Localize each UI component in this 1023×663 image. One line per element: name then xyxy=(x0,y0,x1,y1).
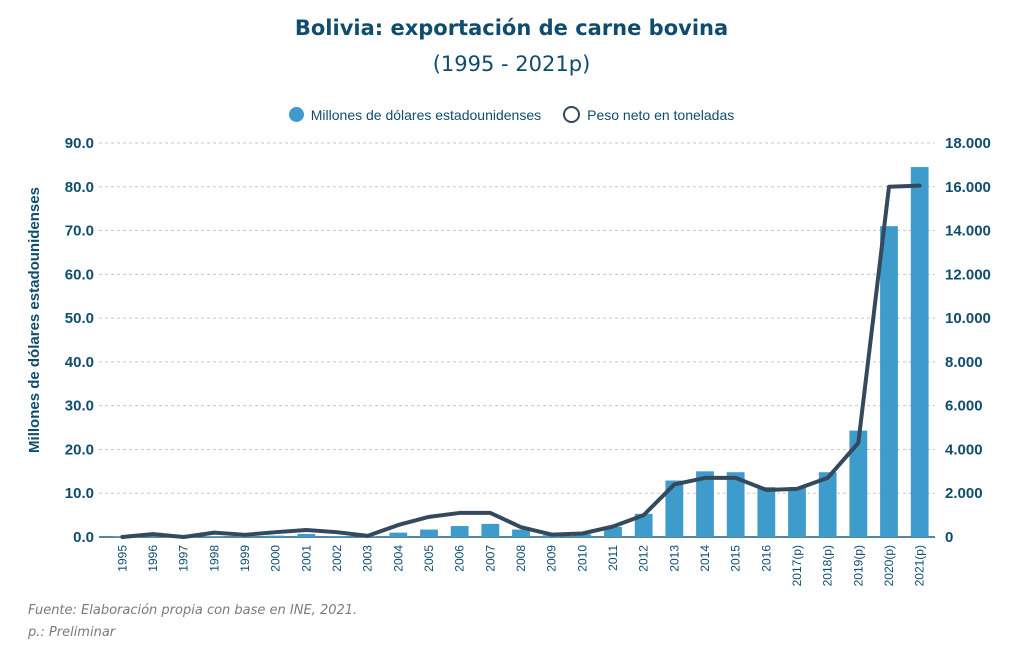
legend-label-usd: Millones de dólares estadounidenses xyxy=(310,106,542,123)
x-tick-label: 2016 xyxy=(759,545,773,572)
x-tick-label: 2011 xyxy=(606,545,620,571)
y-axis-label: Millones de dólares estadounidenses xyxy=(26,187,43,453)
y-tick-label-right: 16.000 xyxy=(945,179,991,196)
y-tick-label-right: 0 xyxy=(945,529,953,546)
x-tick-label: 2009 xyxy=(545,545,559,572)
bar xyxy=(450,526,469,537)
bar xyxy=(726,472,745,537)
y-tick-label-right: 8.000 xyxy=(945,354,983,371)
y-tick-label-right: 18.000 xyxy=(945,135,991,152)
legend-label-weight: Peso neto en toneladas xyxy=(587,106,735,123)
y-axis-right: 0 2.000 4.000 6.000 8.000 10.000 12.000 14.000 1… xyxy=(945,135,991,546)
x-tick-label: 2004 xyxy=(391,545,405,572)
legend: Millones de dólares estadounidenses Peso… xyxy=(0,106,1023,123)
bar xyxy=(880,226,898,537)
line-series xyxy=(120,183,922,539)
bar xyxy=(512,529,530,537)
x-axis: 1995 1996 1997 1998 1999 2000 2001 2002 2003 2004… xyxy=(115,545,926,587)
bar xyxy=(910,167,929,538)
x-tick-label: 2013 xyxy=(667,545,681,572)
bar xyxy=(266,535,285,537)
y-tick-label-right: 10.000 xyxy=(945,310,991,327)
y-tick-label-left: 70.0 xyxy=(65,223,94,240)
y-tick-label-right: 2.000 xyxy=(945,485,983,502)
x-tick-label: 2012 xyxy=(637,545,651,572)
bar xyxy=(604,526,622,537)
y-tick-label-left: 50.0 xyxy=(65,310,94,327)
bar xyxy=(757,487,776,537)
x-tick-label: 1999 xyxy=(238,545,252,572)
x-tick-label: 1995 xyxy=(115,545,129,572)
bar xyxy=(573,534,592,537)
x-tick-label: 1997 xyxy=(177,545,191,572)
y-tick-label-left: 30.0 xyxy=(65,398,94,415)
y-tick-label-left: 80.0 xyxy=(65,179,94,196)
x-tick-label: 1998 xyxy=(207,545,221,572)
x-tick-label: 2015 xyxy=(729,545,743,572)
x-tick-label: 2019(p) xyxy=(851,545,865,586)
y-tick-label-right: 6.000 xyxy=(945,398,983,415)
x-tick-label: 2001 xyxy=(299,545,313,572)
y-axis-left: 0.0 10.0 20.0 30.0 40.0 50.0 60.0 70.0 80.0 90.0 xyxy=(65,135,94,546)
x-tick-label: 2005 xyxy=(422,545,436,572)
y-tick-label-right: 14.000 xyxy=(945,223,991,240)
bar xyxy=(634,513,653,537)
chart-title: Bolivia: exportación de carne bovina xyxy=(294,16,729,40)
bar-series xyxy=(113,167,929,538)
y-tick-label-left: 40.0 xyxy=(65,354,94,371)
bar xyxy=(481,523,500,537)
y-tick-label-right: 4.000 xyxy=(945,441,983,458)
legend-swatch-weight-icon xyxy=(563,106,581,123)
x-tick-label: 2000 xyxy=(269,545,283,572)
bar xyxy=(328,536,346,537)
legend-swatch-usd-icon xyxy=(288,107,304,122)
x-tick-label: 2008 xyxy=(514,545,528,572)
y-tick-label-left: 90.0 xyxy=(65,135,94,152)
x-tick-label: 2007 xyxy=(483,545,497,572)
legend-item-usd[interactable]: Millones de dólares estadounidenses xyxy=(288,106,542,123)
x-tick-label: 2003 xyxy=(361,545,375,572)
source-note: Fuente: Elaboración propia con base en I… xyxy=(28,603,358,618)
bar xyxy=(849,430,868,537)
x-tick-label: 2002 xyxy=(330,545,344,572)
x-tick-label: 2021(p) xyxy=(913,545,927,586)
x-tick-label: 1996 xyxy=(146,545,160,572)
gridlines xyxy=(99,142,935,538)
y-tick-label-left: 0.0 xyxy=(73,529,94,546)
x-tick-label: 2017(p) xyxy=(790,545,804,586)
y-tick-label-left: 60.0 xyxy=(65,266,94,283)
chart-plot: 0.010.020.030.040.050.060.070.080.090.0 … xyxy=(26,135,991,587)
y-tick-label-left: 10.0 xyxy=(65,485,94,502)
x-tick-label: 2006 xyxy=(453,545,467,572)
x-tick-label: 2020(p) xyxy=(882,545,896,586)
bar xyxy=(297,533,316,537)
bar xyxy=(389,532,408,537)
chart-subtitle: (1995 - 2021p) xyxy=(432,52,591,76)
line-path xyxy=(120,183,922,539)
bar xyxy=(818,472,837,537)
preliminary-note: p.: Preliminar xyxy=(28,625,116,640)
x-tick-label: 2018(p) xyxy=(821,545,835,586)
bar xyxy=(420,529,438,537)
bar xyxy=(665,480,684,537)
x-tick-label: 2014 xyxy=(698,545,712,572)
bar xyxy=(696,471,714,537)
bar xyxy=(788,487,806,537)
legend-item-weight[interactable]: Peso neto en toneladas xyxy=(563,106,734,123)
y-tick-label-left: 20.0 xyxy=(65,441,94,458)
y-tick-label-right: 12.000 xyxy=(945,266,991,283)
x-tick-label: 2010 xyxy=(575,545,589,572)
